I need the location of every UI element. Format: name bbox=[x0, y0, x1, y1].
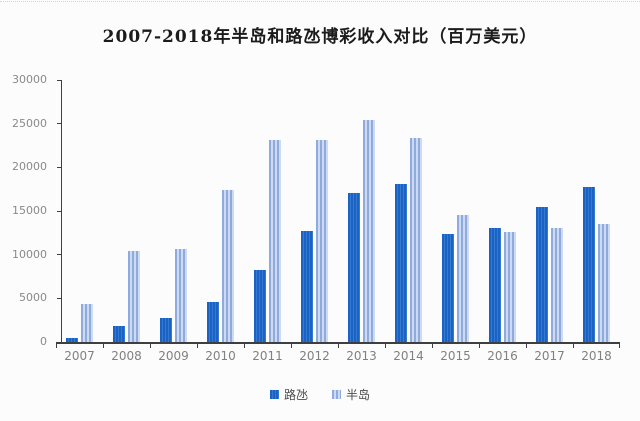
x-axis-label: 2017 bbox=[534, 349, 565, 363]
plot-area bbox=[56, 79, 620, 348]
top-dotted-rule bbox=[0, 1, 640, 2]
legend-swatch-半岛 bbox=[332, 389, 341, 399]
x-tick-mark bbox=[526, 342, 527, 348]
x-tick-mark bbox=[103, 342, 104, 348]
x-tick-mark bbox=[573, 342, 574, 348]
x-tick-mark bbox=[619, 342, 620, 348]
x-tick-mark bbox=[150, 342, 151, 348]
x-tick-mark bbox=[385, 342, 386, 348]
x-axis-label: 2008 bbox=[111, 349, 142, 363]
y-tick-mark bbox=[57, 210, 61, 212]
y-tick-label: 20000 bbox=[12, 160, 47, 174]
x-tick-mark bbox=[56, 342, 57, 348]
bar-2008-半岛 bbox=[128, 251, 140, 342]
chart-title: 2007-2018年半岛和路氹博彩收入对比（百万美元） bbox=[102, 27, 538, 47]
y-axis-line bbox=[61, 80, 62, 342]
bar-2018-半岛 bbox=[598, 224, 610, 342]
y-tick-mark bbox=[57, 123, 61, 125]
bar-2007-路氹 bbox=[66, 337, 78, 342]
bar-2007-半岛 bbox=[81, 303, 93, 342]
bar-2008-路氹 bbox=[113, 326, 125, 342]
bar-2011-半岛 bbox=[269, 140, 281, 342]
bar-2010-路氹 bbox=[207, 301, 219, 342]
bar-2015-路氹 bbox=[442, 233, 454, 342]
y-tick-mark bbox=[57, 341, 61, 343]
x-axis-label: 2007 bbox=[64, 349, 95, 363]
bar-2016-路氹 bbox=[489, 228, 501, 342]
x-tick-mark bbox=[432, 342, 433, 348]
bar-2009-路氹 bbox=[160, 317, 172, 342]
x-axis-label: 2011 bbox=[252, 349, 283, 363]
legend-swatch-路氹 bbox=[269, 389, 279, 399]
bar-2011-路氹 bbox=[254, 270, 266, 342]
legend-label: 半岛 bbox=[346, 387, 371, 402]
bar-2018-路氹 bbox=[583, 187, 595, 342]
legend-item-半岛: 半岛 bbox=[332, 386, 370, 403]
legend-label: 路氹 bbox=[283, 387, 308, 402]
x-axis-label: 2013 bbox=[346, 349, 377, 363]
bar-2017-半岛 bbox=[551, 228, 563, 342]
y-tick-mark bbox=[57, 297, 61, 299]
x-tick-mark bbox=[338, 342, 339, 348]
x-tick-mark bbox=[479, 342, 480, 348]
y-tick-label: 30000 bbox=[12, 73, 47, 86]
y-tick-label: 5000 bbox=[19, 291, 47, 305]
legend-item-路氹: 路氹 bbox=[269, 386, 308, 403]
y-tick-mark bbox=[57, 79, 61, 81]
x-tick-mark bbox=[244, 342, 245, 348]
bar-2014-路氹 bbox=[395, 183, 407, 342]
y-tick-mark bbox=[57, 166, 61, 168]
legend: 路氹 半岛 bbox=[0, 386, 640, 402]
bar-2016-半岛 bbox=[504, 231, 516, 342]
y-tick-mark bbox=[57, 254, 61, 256]
y-tick-label: 25000 bbox=[12, 116, 47, 130]
bar-2013-路氹 bbox=[348, 192, 360, 342]
bar-2013-半岛 bbox=[363, 120, 375, 342]
bar-2012-半岛 bbox=[316, 140, 328, 342]
x-axis-label: 2012 bbox=[299, 349, 330, 363]
bar-2017-路氹 bbox=[536, 206, 548, 342]
y-tick-label: 0 bbox=[40, 335, 47, 348]
bar-2014-半岛 bbox=[410, 137, 422, 342]
y-tick-label: 10000 bbox=[12, 247, 47, 261]
x-axis-label: 2016 bbox=[487, 349, 518, 363]
x-axis-label: 2015 bbox=[440, 349, 471, 363]
x-axis-label: 2014 bbox=[393, 349, 424, 363]
bar-2012-路氹 bbox=[301, 231, 313, 342]
bar-2015-半岛 bbox=[457, 215, 469, 342]
x-axis-label: 2010 bbox=[205, 349, 236, 363]
bar-2009-半岛 bbox=[175, 248, 187, 342]
bar-2010-半岛 bbox=[222, 190, 234, 342]
x-tick-mark bbox=[291, 342, 292, 348]
x-axis-label: 2009 bbox=[158, 349, 189, 363]
y-tick-label: 15000 bbox=[12, 204, 47, 217]
x-axis-label: 2018 bbox=[581, 349, 612, 363]
x-tick-mark bbox=[197, 342, 198, 348]
